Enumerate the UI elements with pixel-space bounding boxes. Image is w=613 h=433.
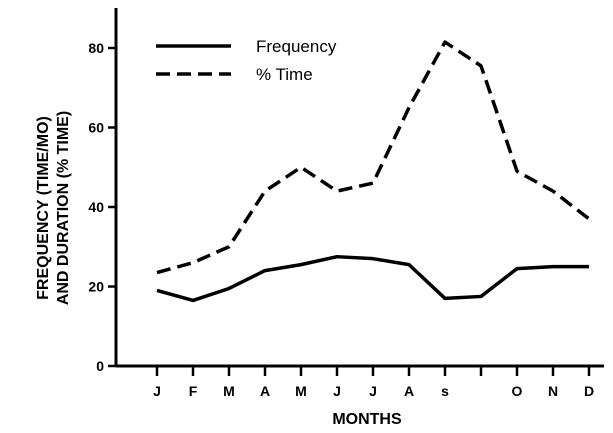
y-tick-label: 20 [88, 279, 104, 295]
y-tick-label: 0 [96, 358, 104, 374]
y-axis-title-line-2: AND DURATION (% TIME) [55, 111, 72, 305]
x-tick-label: J [333, 383, 341, 399]
axes [114, 8, 604, 368]
y-axis-ticks: 0 20 40 60 80 [88, 40, 116, 374]
series-layer [156, 40, 591, 303]
legend: Frequency % Time [156, 37, 337, 84]
x-tick-label: J [153, 383, 161, 399]
x-tick-label: J [369, 383, 377, 399]
y-axis-title-line-1: FREQUENCY (TIME/MO) [35, 116, 52, 300]
x-axis-title: MONTHS [332, 411, 402, 428]
x-tick-label: A [404, 383, 414, 399]
x-tick-label: O [512, 383, 523, 399]
legend-label: Frequency [256, 37, 337, 56]
series-line-percent-time [156, 40, 591, 275]
y-tick-label: 60 [88, 120, 104, 136]
x-tick-label: A [260, 383, 270, 399]
x-tick-label: s [441, 383, 449, 399]
x-tick-label: F [189, 383, 198, 399]
legend-label: % Time [256, 65, 313, 84]
y-tick-label: 80 [88, 40, 104, 56]
y-tick-label: 40 [88, 199, 104, 215]
x-tick-label: D [584, 383, 594, 399]
x-tick-label: M [223, 383, 235, 399]
y-axis-title: FREQUENCY (TIME/MO) AND DURATION (% TIME… [35, 111, 72, 305]
x-tick-label: M [295, 383, 307, 399]
series-line-frequency [156, 254, 589, 303]
x-tick-label: N [548, 383, 558, 399]
